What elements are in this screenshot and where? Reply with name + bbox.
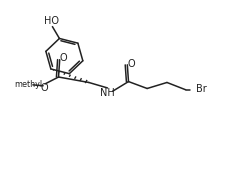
Text: methyl: methyl xyxy=(14,80,42,89)
Text: NH: NH xyxy=(100,88,115,98)
Text: O: O xyxy=(127,59,135,69)
Text: HO: HO xyxy=(44,16,59,26)
Text: O: O xyxy=(40,83,48,93)
Text: Br: Br xyxy=(196,84,207,94)
Text: O: O xyxy=(60,53,67,63)
